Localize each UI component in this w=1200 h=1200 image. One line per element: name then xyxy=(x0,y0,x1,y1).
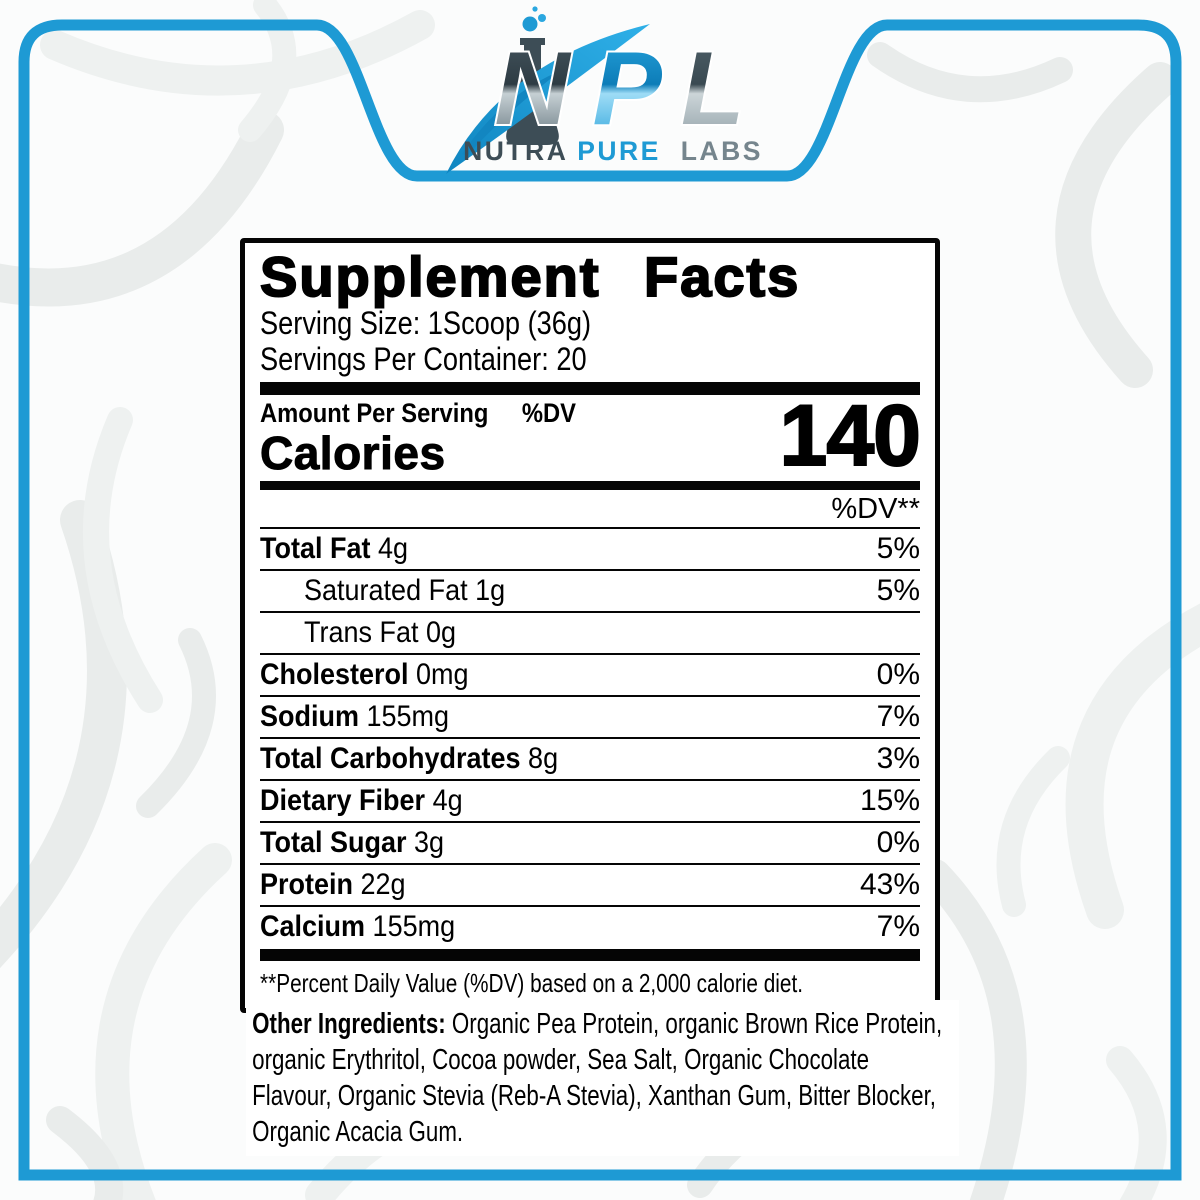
monogram-letter-l: L xyxy=(681,31,742,147)
other-ingredients-label: Other Ingredients: xyxy=(252,1008,446,1040)
facts-title: Supplement Facts xyxy=(259,245,801,308)
serving-size: Serving Size: 1Scoop (36g) xyxy=(260,305,592,341)
supplement-facts-panel: Supplement Facts Serving Size: 1Scoop (3… xyxy=(240,238,940,1013)
brand-logo: N P L NUTRA PURE LABS xyxy=(440,2,780,178)
nutrient-name: Total Carbohydrates 8g xyxy=(260,742,559,775)
dv-footnote: **Percent Daily Value (%DV) based on a 2… xyxy=(260,968,804,998)
servings-per-container: Servings Per Container: 20 xyxy=(260,341,587,377)
nutrient-dv: 5% xyxy=(876,532,920,565)
nutrition-row: Protein 22g 43% xyxy=(260,865,920,907)
nutrition-row: Calcium 155mg 7% xyxy=(260,907,920,947)
amount-per-serving-line: Amount Per Serving %DV xyxy=(260,398,841,429)
nutrient-dv: 5% xyxy=(876,574,920,607)
amount-per-serving-label: Amount Per Serving xyxy=(260,398,489,428)
nutrient-dv: 15% xyxy=(859,784,920,817)
nutrition-row: Total Carbohydrates 8g 3% xyxy=(260,739,920,781)
nutrient-name: Calcium 155mg xyxy=(260,910,456,943)
divider-thick xyxy=(260,382,920,395)
divider-thick-bottom xyxy=(260,949,920,961)
bubble-icon xyxy=(538,14,546,22)
wordmark-nutra: NUTRA xyxy=(463,136,567,166)
nutrient-name: Protein 22g xyxy=(260,868,406,901)
nutrition-row: Saturated Fat 1g 5% xyxy=(260,571,920,613)
nutrient-name: Sodium 155mg xyxy=(260,700,450,733)
calories-block: Amount Per Serving %DV Calories 140 xyxy=(260,392,922,480)
wordmark-pure: PURE xyxy=(577,136,661,166)
dv-header-label: %DV xyxy=(521,398,576,428)
nutrient-name: Total Sugar 3g xyxy=(260,826,445,859)
nutrition-row: Total Sugar 3g 0% xyxy=(260,823,920,865)
nutrient-dv: 43% xyxy=(859,868,920,901)
bubble-icon xyxy=(522,16,538,32)
nutrient-dv: 0% xyxy=(876,658,920,691)
other-ingredients: Other Ingredients: Organic Pea Protein, … xyxy=(246,1000,960,1156)
nutrient-name: Trans Fat 0g xyxy=(304,616,457,649)
nutrition-row: Trans Fat 0g xyxy=(260,613,920,655)
nutrient-name: Cholesterol 0mg xyxy=(260,658,469,691)
dv-column-header: %DV** xyxy=(260,492,920,529)
nutrition-row: Dietary Fiber 4g 15% xyxy=(260,781,920,823)
nutrition-row: Cholesterol 0mg 0% xyxy=(260,655,920,697)
brand-monogram: N P L xyxy=(495,31,742,147)
divider-medium xyxy=(260,481,920,490)
nutrient-dv: 7% xyxy=(876,700,920,733)
nutrition-rows: Total Fat 4g 5% Saturated Fat 1g 5% Tran… xyxy=(260,529,920,947)
nutrient-dv: 3% xyxy=(876,742,920,775)
nutrient-dv: 0% xyxy=(876,826,920,859)
monogram-letter-p: P xyxy=(593,31,663,147)
monogram-letter-n: N xyxy=(495,31,572,147)
bubble-icon xyxy=(532,6,538,12)
brand-wordmark: NUTRA PURE LABS xyxy=(463,136,763,166)
nutrient-name: Saturated Fat 1g xyxy=(304,574,506,607)
swoosh-icon xyxy=(446,24,650,174)
nutrition-row: Sodium 155mg 7% xyxy=(260,697,920,739)
nutrient-name: Dietary Fiber 4g xyxy=(260,784,463,817)
nutrition-row: Total Fat 4g 5% xyxy=(260,529,920,571)
nutrient-name: Total Fat 4g xyxy=(260,532,409,565)
other-ingredients-text: Organic Pea Protein, organic Brown Rice … xyxy=(252,1008,943,1148)
nutrient-dv: 7% xyxy=(876,910,920,943)
wordmark-labs: LABS xyxy=(681,136,763,166)
calories-label: Calories xyxy=(260,427,446,479)
calories-value: 140 xyxy=(779,388,922,484)
